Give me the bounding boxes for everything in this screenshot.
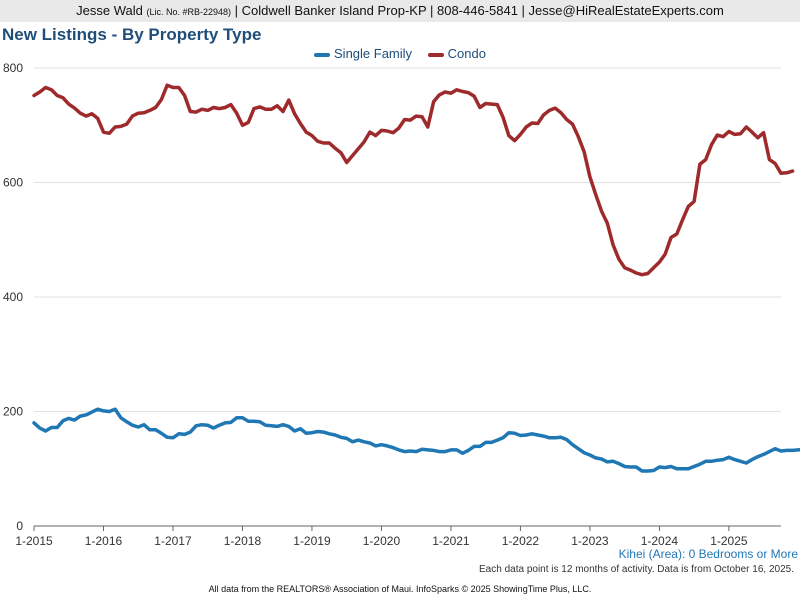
y-tick-label: 800 — [3, 61, 23, 75]
chart-title: New Listings - By Property Type — [2, 25, 262, 44]
series-line-condo[interactable] — [32, 83, 795, 277]
agent-contact: | Coldwell Banker Island Prop-KP | 808-4… — [231, 3, 724, 18]
x-tick-label: 1-2021 — [432, 534, 470, 548]
x-tick-label: 1-2018 — [224, 534, 262, 548]
x-tick-label: 1-2025 — [710, 534, 748, 548]
legend-label-condo: Condo — [447, 46, 486, 61]
legend-label-single-family: Single Family — [334, 46, 413, 61]
legend-swatch-single-family — [314, 52, 331, 57]
axes: 0 200 400 600 800 1-2015 1-2016 1-2017 1-2018 1-2… — [3, 61, 781, 548]
x-tick-label: 1-2023 — [571, 534, 609, 548]
x-tick-label: 1-2019 — [293, 534, 331, 548]
header-bar: Jesse Wald (Lic. No. #RB-22948) | Coldwe… — [0, 0, 800, 22]
area-filter-label[interactable]: Kihei (Area): 0 Bedrooms or More — [618, 547, 798, 561]
legend-item-condo[interactable]: Condo — [427, 46, 486, 61]
license-number: (Lic. No. #RB-22948) — [146, 7, 232, 17]
x-tick-label: 1-2022 — [502, 534, 540, 548]
x-tick-label: 1-2015 — [15, 534, 53, 548]
y-tick-label: 400 — [3, 290, 23, 304]
agent-name: Jesse Wald — [76, 3, 143, 18]
chart-legend: Single Family Condo — [0, 46, 800, 61]
data-credit: All data from the REALTORS® Association … — [208, 584, 592, 594]
y-tick-label: 0 — [16, 519, 23, 533]
x-tick-label: 1-2024 — [641, 534, 679, 548]
series-lines — [32, 83, 800, 473]
series-line-single-family[interactable] — [32, 407, 800, 473]
data-note: Each data point is 12 months of activity… — [479, 564, 794, 575]
x-tick-label: 1-2016 — [85, 534, 123, 548]
legend-item-single-family[interactable]: Single Family — [314, 46, 412, 61]
y-tick-label: 200 — [3, 405, 23, 419]
y-tick-label: 600 — [3, 176, 23, 190]
gridlines — [34, 67, 781, 527]
x-tick-label: 1-2017 — [154, 534, 192, 548]
legend-swatch-condo — [427, 52, 444, 57]
x-tick-label: 1-2020 — [363, 534, 401, 548]
